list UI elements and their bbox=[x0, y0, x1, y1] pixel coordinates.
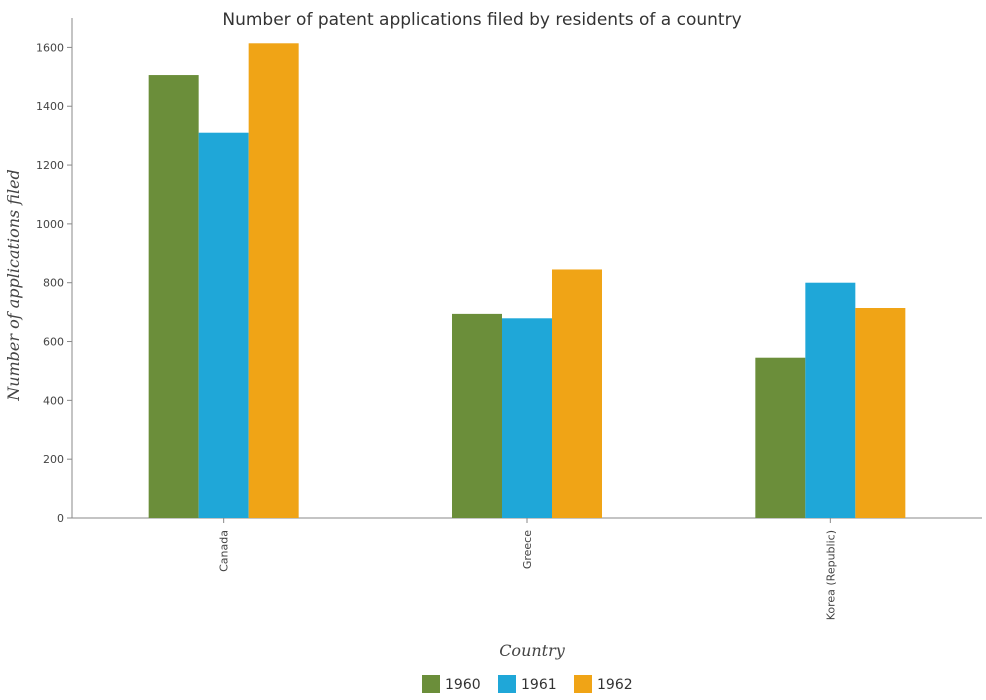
legend-label-1960: 1960 bbox=[445, 677, 481, 693]
plot-area: 0 200 400 600 800 1000 1200 1400 1600 Canada Greec… bbox=[36, 18, 982, 620]
y-axis-label: Number of applications filed bbox=[4, 169, 23, 402]
legend-label-1961: 1961 bbox=[521, 677, 557, 693]
bar-1961-greece[interactable] bbox=[502, 318, 552, 518]
x-tick-label: Korea (Republic) bbox=[824, 530, 837, 620]
legend-swatch-1962 bbox=[574, 675, 592, 693]
y-tick-label: 1400 bbox=[36, 100, 64, 113]
bar-1962-korea-republic[interactable] bbox=[855, 308, 906, 518]
y-tick-label: 800 bbox=[43, 277, 64, 290]
bar-1960-korea-republic[interactable] bbox=[755, 357, 806, 518]
y-tick-label: 0 bbox=[57, 512, 64, 525]
bar-1962-canada[interactable] bbox=[248, 43, 299, 518]
y-tick-label: 1600 bbox=[36, 41, 64, 54]
legend-swatch-1960 bbox=[422, 675, 440, 693]
y-tick-label: 1200 bbox=[36, 159, 64, 172]
bar-1961-canada[interactable] bbox=[198, 132, 249, 519]
y-tick-label: 600 bbox=[43, 336, 64, 349]
y-tick-label: 200 bbox=[43, 453, 64, 466]
x-axis-label: Country bbox=[499, 641, 566, 660]
legend-label-1962: 1962 bbox=[597, 677, 633, 693]
x-tick-label: Greece bbox=[521, 530, 534, 569]
x-tick-label: Canada bbox=[218, 530, 231, 572]
bar-1960-greece[interactable] bbox=[452, 313, 502, 518]
legend: 1960 1961 1962 bbox=[422, 675, 633, 693]
bar-1962-greece[interactable] bbox=[552, 269, 602, 518]
y-tick-label: 1000 bbox=[36, 218, 64, 231]
legend-swatch-1961 bbox=[498, 675, 516, 693]
chart-title: Number of patent applications filed by r… bbox=[222, 10, 741, 30]
y-tick-label: 400 bbox=[43, 394, 64, 407]
bar-1961-korea-republic[interactable] bbox=[805, 282, 856, 518]
bar-1960-canada[interactable] bbox=[148, 75, 199, 518]
